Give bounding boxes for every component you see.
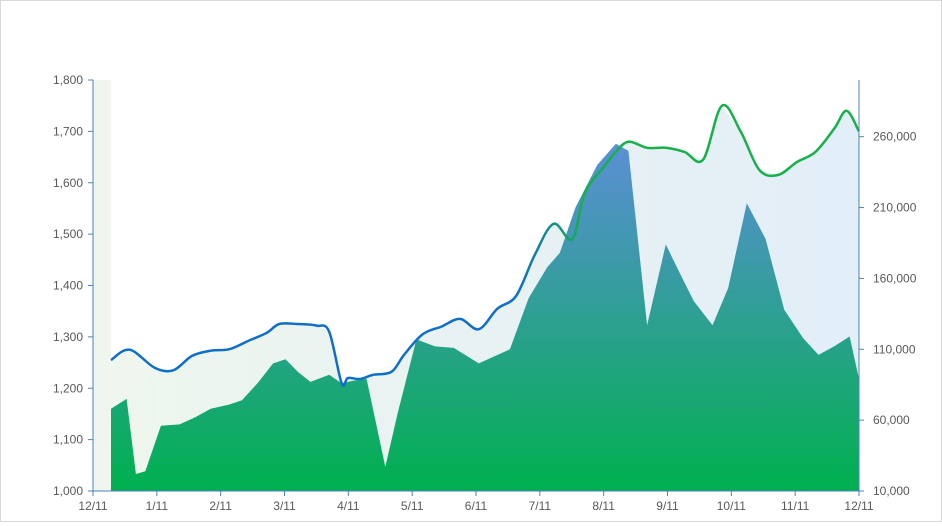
x-tick-label: 3/11 — [273, 499, 296, 513]
x-tick-label: 12/11 — [844, 499, 873, 513]
x-tick-label: 7/11 — [529, 499, 552, 513]
y-tick-label: 1,300 — [53, 330, 83, 344]
y2-tick-label: 260,000 — [873, 130, 917, 144]
y-tick-label: 1,500 — [53, 227, 83, 241]
y-tick-label: 1,100 — [53, 433, 83, 447]
x-tick-label: 12/11 — [78, 499, 107, 513]
x-tick-label: 4/11 — [337, 499, 360, 513]
x-tick-label: 6/11 — [465, 499, 488, 513]
y-tick-label: 1,800 — [53, 73, 83, 87]
x-tick-label: 2/11 — [209, 499, 232, 513]
x-tick-label: 9/11 — [656, 499, 679, 513]
y2-tick-label: 160,000 — [873, 271, 917, 285]
y2-tick-label: 10,000 — [873, 484, 910, 498]
y-tick-label: 1,600 — [53, 176, 83, 190]
y2-tick-label: 110,000 — [873, 342, 916, 356]
y-tick-label: 1,000 — [53, 484, 83, 498]
y2-tick-label: 210,000 — [873, 201, 917, 215]
x-tick-label: 11/11 — [781, 499, 810, 513]
x-tick-label: 10/11 — [717, 499, 746, 513]
price-line — [110, 103, 861, 387]
left-band — [93, 80, 111, 491]
x-tick-label: 8/11 — [592, 499, 615, 513]
y-tick-label: 1,700 — [53, 124, 83, 138]
y-tick-label: 1,400 — [53, 279, 83, 293]
volume-area — [111, 143, 859, 492]
x-tick-label: 1/11 — [146, 499, 169, 513]
x-tick-label: 5/11 — [401, 499, 424, 513]
y2-tick-label: 60,000 — [873, 413, 910, 427]
y-tick-label: 1,200 — [53, 381, 83, 395]
